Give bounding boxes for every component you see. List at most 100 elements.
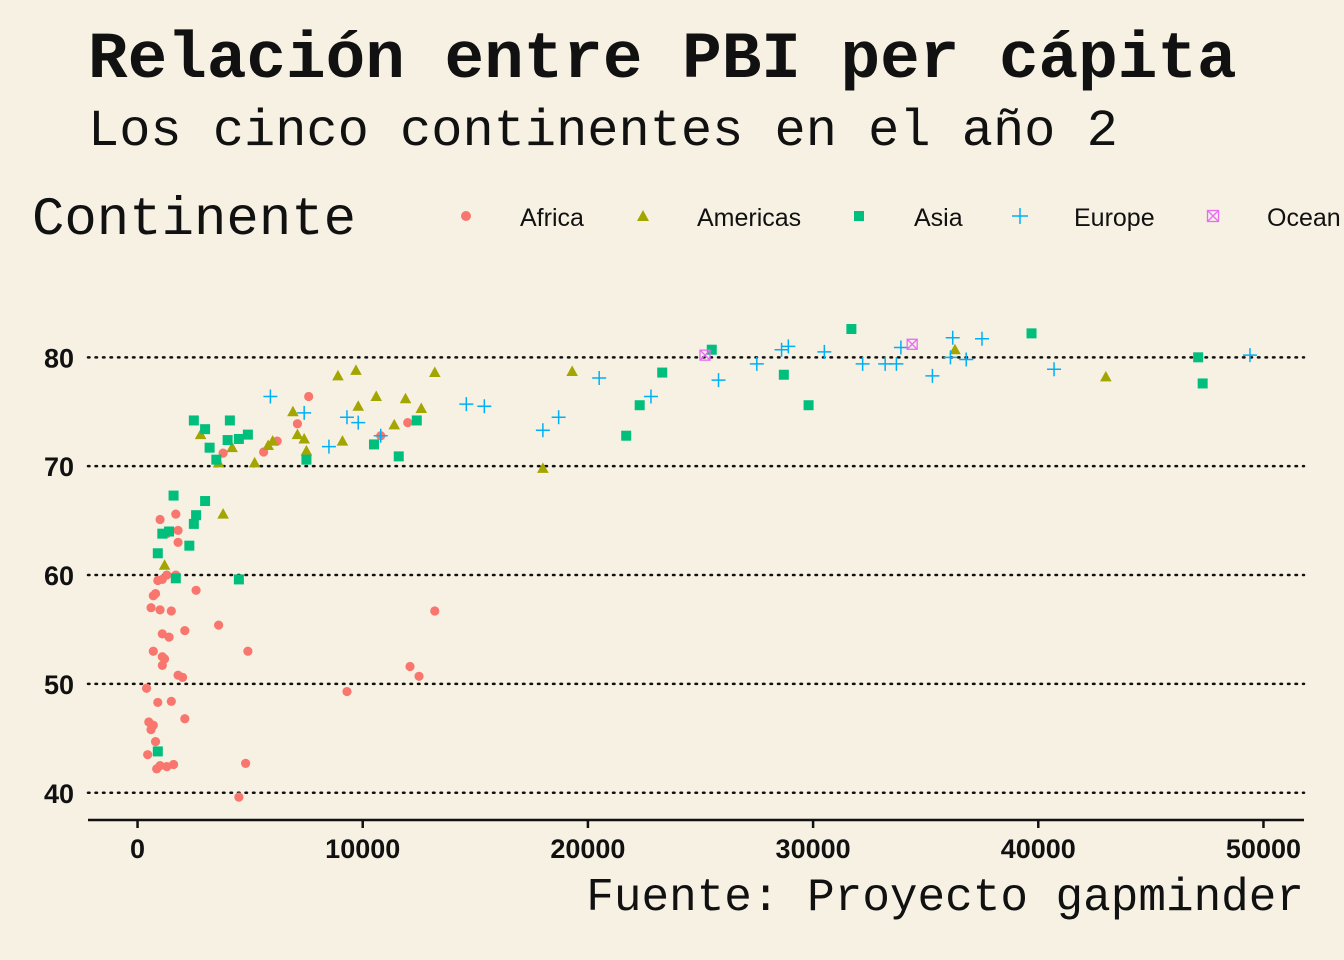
data-point-africa [168,759,179,770]
data-point-africa [164,632,174,642]
data-point-asia [200,424,211,435]
data-point-europe [974,331,989,346]
data-point-africa [430,606,440,616]
data-point-europe [535,423,550,438]
legend-key-americas [637,210,649,221]
data-point-africa [155,760,165,771]
x-tick-label: 20000 [550,834,625,864]
data-point-europe [551,410,566,425]
data-point-asia [224,415,235,426]
x-tick-label: 10000 [325,834,400,864]
data-point-americas [158,559,171,570]
data-point-europe [925,368,940,383]
data-point-americas [352,400,365,411]
data-point-europe [889,356,904,371]
data-point-africa [180,714,190,724]
data-point-europe [477,399,492,414]
grid-layer [86,356,1306,795]
legend-title: Continente [32,190,357,251]
data-point-asia [301,454,312,465]
data-point-africa [150,588,161,599]
data-point-asia [846,324,857,335]
data-point-europe [297,405,312,420]
data-point-africa [153,697,163,708]
data-point-europe [945,330,960,345]
data-point-asia [778,369,789,380]
data-point-asia [188,518,199,529]
data-point-americas [388,418,401,430]
data-point-africa [173,525,183,536]
data-point-americas [428,366,441,378]
data-point-asia [393,451,404,462]
data-point-africa [150,737,161,747]
data-point-asia [242,429,253,440]
data-point-europe [263,389,278,404]
data-point-africa [141,683,152,693]
data-point-americas [298,432,310,444]
data-point-asia [222,435,233,446]
data-point-asia [191,510,202,521]
data-point-americas [266,435,279,446]
data-point-africa [191,585,201,595]
data-point-americas [566,365,578,376]
data-point-asia [1197,378,1208,389]
data-point-africa [173,537,183,547]
data-point-africa [155,605,165,615]
data-point-asia [368,439,379,450]
data-point-americas [350,364,362,375]
data-point-asia [706,344,717,355]
legend-key-europe [1012,208,1028,224]
data-point-africa [243,646,253,656]
data-point-europe [711,373,726,388]
data-point-africa [304,391,314,402]
data-point-americas [291,428,304,440]
data-point-europe [592,371,607,386]
data-point-africa [241,758,251,768]
data-point-africa [143,750,153,760]
data-point-asia [233,574,244,585]
data-point-europe [749,356,764,371]
data-point-africa [214,620,224,630]
data-point-europe [339,410,354,425]
data-point-africa [157,660,167,671]
data-point-asia [211,454,222,465]
x-tick-label: 0 [130,834,145,864]
data-point-asia [188,415,199,426]
data-point-africa [414,671,424,681]
data-point-asia [152,746,163,757]
data-point-americas [537,462,549,473]
data-point-asia [184,540,195,551]
y-tick-label: 80 [44,343,74,373]
data-point-asia [1026,328,1037,339]
legend-label-europe: Europe [1074,204,1155,232]
data-point-africa [292,419,303,429]
data-point-americas [1100,370,1112,382]
data-point-africa [342,686,352,697]
data-point-asia [204,442,215,453]
axis-layer: 40 50 60 70 80 0 10000 20000 30000 40000 50000 [44,343,1304,864]
data-point-africa [403,418,413,428]
data-point-ocean [699,349,711,361]
data-point-americas [248,456,261,468]
data-point-europe [1242,348,1257,363]
data-point-americas [217,508,229,519]
data-point-asia [1193,352,1204,363]
data-point-asia [621,430,632,441]
data-point-americas [370,390,383,402]
data-point-americas [300,444,313,456]
data-point-africa [234,792,244,802]
chart-caption: Fuente: Proyecto gapminder [586,872,1304,924]
data-point-asia [803,400,814,411]
data-point-americas [336,435,349,446]
legend-key-oceania [1206,209,1220,223]
data-point-asia [164,526,175,537]
data-point-africa [171,509,181,519]
data-point-africa [177,672,188,682]
data-point-europe [855,356,870,371]
data-point-asia [157,528,168,539]
legend-label-africa: Africa [520,204,584,232]
data-point-ocean [906,338,918,350]
legend-label-asia: Asia [914,204,963,232]
x-tick-label: 50000 [1226,834,1301,864]
